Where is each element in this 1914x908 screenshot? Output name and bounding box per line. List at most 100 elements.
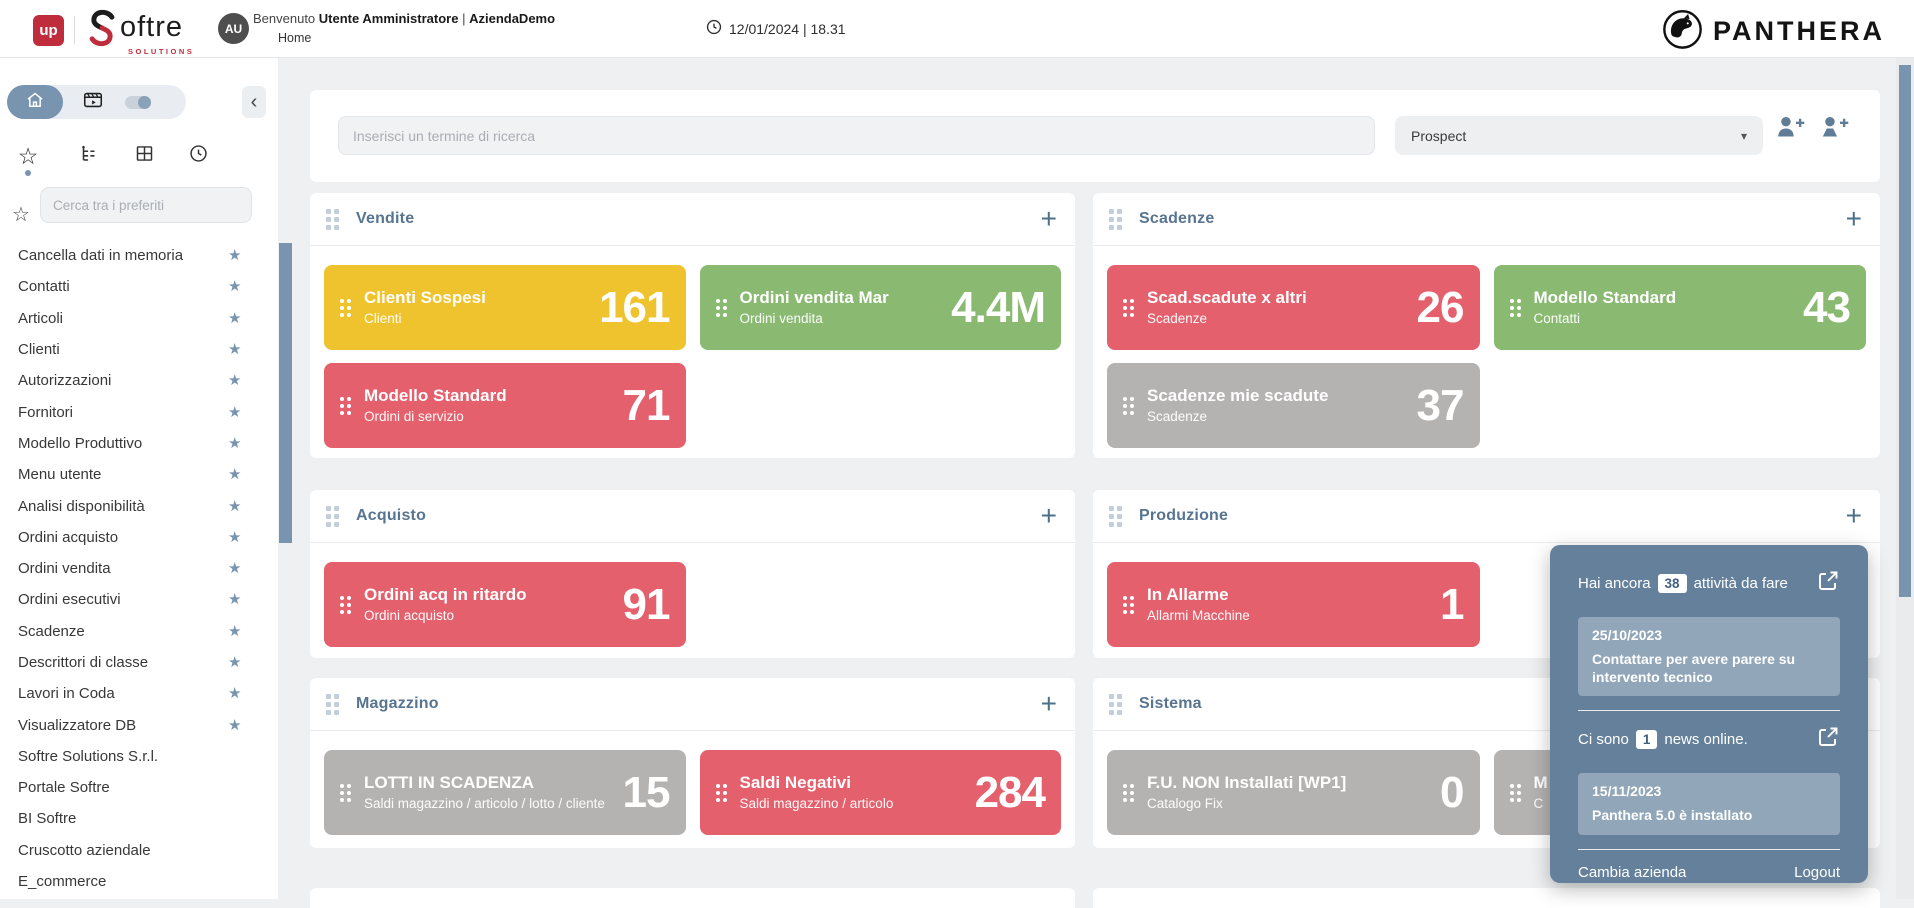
- sidebar-item[interactable]: Menu utente ★: [0, 459, 278, 490]
- main-scrollbar-thumb[interactable]: [1899, 65, 1911, 597]
- dashboard-tile[interactable]: Ordini vendita Mar Ordini vendita 4.4M: [699, 265, 1061, 350]
- dashboard-tile[interactable]: Modello Standard Contatti 43: [1493, 265, 1866, 350]
- sidebar-item[interactable]: Analisi disponibilità ★: [0, 490, 278, 521]
- tile-value: 161: [599, 282, 670, 332]
- main-scrollbar[interactable]: [1896, 57, 1914, 899]
- tile-drag-handle-icon[interactable]: [340, 783, 351, 802]
- tab-favorites[interactable]: ☆: [17, 142, 39, 169]
- avatar[interactable]: AU: [218, 13, 249, 44]
- tile-drag-handle-icon[interactable]: [715, 298, 727, 317]
- tab-recent[interactable]: [185, 143, 211, 169]
- panel-drag-handle-icon[interactable]: [326, 505, 339, 527]
- sidebar-item[interactable]: Visualizzatore DB ★: [0, 709, 278, 740]
- tile-drag-handle-icon[interactable]: [1123, 595, 1134, 614]
- tile-drag-handle-icon[interactable]: [715, 783, 727, 802]
- add-widget-button[interactable]: +: [1845, 203, 1862, 234]
- favorite-star-icon[interactable]: ★: [228, 434, 242, 452]
- video-tab-button[interactable]: [63, 89, 123, 116]
- add-contact-button[interactable]: [1772, 114, 1806, 144]
- sidebar-item[interactable]: Ordini acquisto ★: [0, 522, 278, 553]
- favorite-star-icon[interactable]: ★: [228, 372, 242, 390]
- favorite-star-icon[interactable]: ★: [228, 560, 242, 578]
- add-prospect-button[interactable]: [1816, 114, 1850, 144]
- home-tab-button[interactable]: [7, 85, 63, 119]
- sidebar-item[interactable]: Autorizzazioni ★: [0, 365, 278, 396]
- favorite-star-icon[interactable]: ★: [228, 591, 242, 609]
- open-news-button[interactable]: [1816, 725, 1840, 753]
- dashboard-tile[interactable]: Modello Standard Ordini di servizio 71: [324, 363, 686, 448]
- sidebar-item[interactable]: Contatti ★: [0, 271, 278, 302]
- sidebar-item[interactable]: Cancella dati in memoria ★: [0, 240, 278, 271]
- sidebar-item[interactable]: Cruscotto aziendale ★: [0, 835, 278, 866]
- favorite-star-icon[interactable]: ★: [228, 278, 242, 296]
- favorite-star-icon[interactable]: ★: [228, 716, 242, 734]
- tile-drag-handle-icon[interactable]: [1123, 396, 1134, 415]
- favorite-star-icon[interactable]: ★: [228, 654, 242, 671]
- widget-panel-header: Vendite +: [310, 193, 1075, 246]
- sidebar-item[interactable]: Ordini vendita ★: [0, 553, 278, 584]
- open-todo-button[interactable]: [1816, 569, 1840, 597]
- panel-drag-handle-icon[interactable]: [1109, 505, 1122, 527]
- add-widget-button[interactable]: +: [1845, 500, 1862, 531]
- dashboard-tile[interactable]: Scad.scadute x altri Scadenze 26: [1107, 265, 1480, 350]
- panel-drag-handle-icon[interactable]: [326, 693, 339, 715]
- todo-card[interactable]: 25/10/2023 Contattare per avere parere s…: [1578, 617, 1840, 697]
- sidebar-item[interactable]: Clienti ★: [0, 334, 278, 365]
- add-widget-button[interactable]: +: [1040, 203, 1057, 234]
- sidebar-item[interactable]: Softre Solutions S.r.l. ★: [0, 741, 278, 772]
- tab-grid[interactable]: [131, 143, 157, 169]
- sidebar-item[interactable]: Articoli ★: [0, 303, 278, 334]
- sidebar-item[interactable]: Ordini esecutivi ★: [0, 584, 278, 615]
- tile-drag-handle-icon[interactable]: [1123, 783, 1134, 802]
- panel-drag-handle-icon[interactable]: [1109, 693, 1122, 715]
- sidebar-scrollbar[interactable]: [278, 57, 293, 899]
- change-company-button[interactable]: Cambia azienda: [1578, 863, 1687, 881]
- global-search-input[interactable]: [338, 116, 1375, 155]
- tile-drag-handle-icon[interactable]: [340, 595, 351, 614]
- favorite-star-icon[interactable]: ★: [228, 528, 242, 546]
- breadcrumb[interactable]: Home: [278, 31, 312, 45]
- add-widget-button[interactable]: +: [1040, 688, 1057, 719]
- logo-divider: [74, 16, 75, 44]
- favorite-star-icon[interactable]: ★: [228, 466, 242, 484]
- sidebar-collapse-button[interactable]: ‹: [242, 86, 266, 118]
- overlay-divider: [1578, 710, 1840, 712]
- favorite-star-icon[interactable]: ★: [228, 341, 242, 359]
- favorite-star-icon[interactable]: ★: [228, 247, 242, 265]
- sidebar-toggle-switch[interactable]: [125, 95, 151, 109]
- favorites-search-input[interactable]: [40, 187, 252, 223]
- tile-drag-handle-icon[interactable]: [340, 298, 351, 317]
- sidebar-item[interactable]: Descrittori di classe ★: [0, 647, 278, 678]
- tile-drag-handle-icon[interactable]: [1123, 298, 1134, 317]
- news-card[interactable]: 15/11/2023 Panthera 5.0 è installato: [1578, 773, 1840, 835]
- sidebar-item[interactable]: Lavori in Coda ★: [0, 678, 278, 709]
- favorite-star-icon[interactable]: ★: [228, 685, 242, 703]
- sidebar-item[interactable]: BI Softre ★: [0, 803, 278, 834]
- sidebar-item[interactable]: Modello Produttivo ★: [0, 428, 278, 459]
- tab-menu-tree[interactable]: [76, 143, 102, 169]
- sidebar-item[interactable]: E_commerce ★: [0, 866, 278, 897]
- entity-dropdown[interactable]: Prospect ▾: [1395, 116, 1763, 155]
- logout-button[interactable]: Logout: [1794, 863, 1840, 881]
- sidebar-item[interactable]: Scadenze ★: [0, 616, 278, 647]
- tile-drag-handle-icon[interactable]: [1509, 783, 1521, 802]
- tile-drag-handle-icon[interactable]: [340, 396, 351, 415]
- dashboard-tile[interactable]: LOTTI IN SCADENZA Saldi magazzino / arti…: [324, 750, 686, 835]
- sidebar-item[interactable]: Portale Softre ★: [0, 772, 278, 803]
- add-widget-button[interactable]: +: [1040, 500, 1057, 531]
- panel-drag-handle-icon[interactable]: [1109, 208, 1122, 230]
- favorite-star-icon[interactable]: ★: [228, 403, 242, 421]
- dashboard-tile[interactable]: F.U. NON Installati [WP1] Catalogo Fix 0: [1107, 750, 1480, 835]
- dashboard-tile[interactable]: In Allarme Allarmi Macchine 1: [1107, 562, 1480, 647]
- favorite-star-icon[interactable]: ★: [228, 622, 242, 640]
- tile-drag-handle-icon[interactable]: [1509, 298, 1521, 317]
- dashboard-tile[interactable]: Ordini acq in ritardo Ordini acquisto 91: [324, 562, 686, 647]
- dashboard-tile[interactable]: Scadenze mie scadute Scadenze 37: [1107, 363, 1480, 448]
- favorite-star-icon[interactable]: ★: [228, 309, 242, 327]
- dashboard-tile[interactable]: Clienti Sospesi Clienti 161: [324, 265, 686, 350]
- panel-drag-handle-icon[interactable]: [326, 208, 339, 230]
- sidebar-item[interactable]: Fornitori ★: [0, 396, 278, 427]
- favorite-star-icon[interactable]: ★: [228, 497, 242, 515]
- dashboard-tile[interactable]: Saldi Negativi Saldi magazzino / articol…: [699, 750, 1061, 835]
- sidebar-scrollbar-thumb[interactable]: [279, 243, 292, 543]
